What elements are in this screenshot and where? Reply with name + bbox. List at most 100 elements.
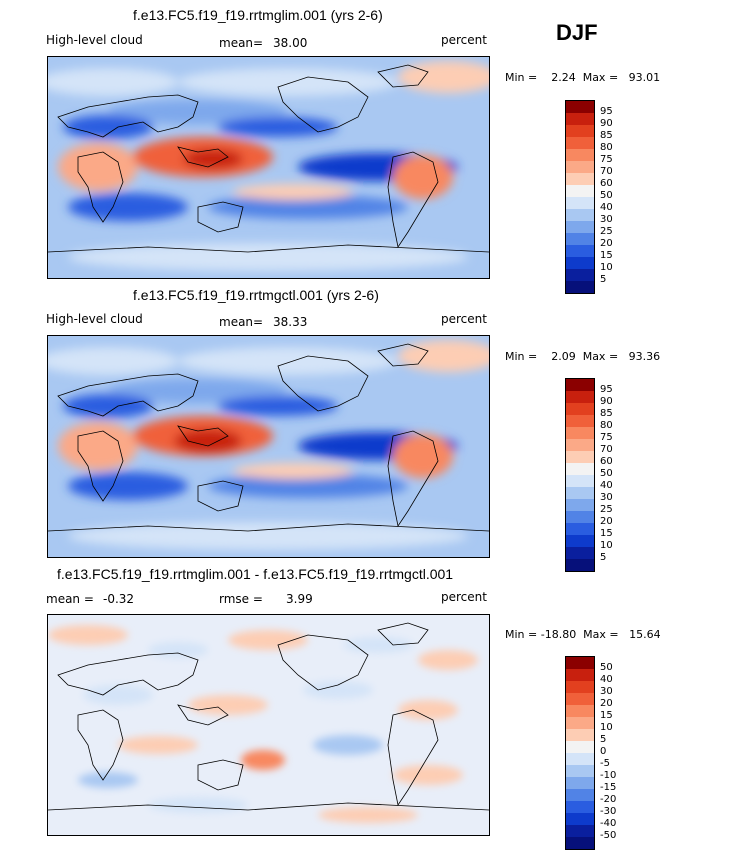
colorbar-label: 85 (600, 130, 613, 141)
colorbar-label: -10 (600, 770, 617, 781)
colorbar-label: 60 (600, 456, 613, 467)
panel-1-colorbar-swatch (566, 125, 594, 137)
colorbar-label: 0 (600, 746, 607, 757)
panel-3-colorbar-swatch (566, 813, 594, 825)
colorbar-label: 10 (600, 540, 613, 551)
panel-1-colorbar-swatch (566, 173, 594, 185)
colorbar-label: -15 (600, 782, 617, 793)
panel-3-colorbar-swatch (566, 681, 594, 693)
colorbar-label: 80 (600, 420, 613, 431)
panel-1-map (47, 56, 490, 279)
colorbar-label: 20 (600, 238, 613, 249)
panel-3-mean-value: -0.32 (103, 592, 135, 606)
panel-3-colorbar-swatch (566, 657, 594, 669)
panel-3-colorbar-swatch (566, 717, 594, 729)
panel-3-colorbar-labels: 50 40 30 20 15 10 5 0 -5 -10 -15 -20 -30… (600, 662, 616, 842)
panel-1-colorbar-swatch (566, 113, 594, 125)
colorbar-label: 15 (600, 710, 613, 721)
colorbar-label: 5 (600, 274, 607, 285)
panel-2-colorbar (565, 378, 595, 572)
colorbar-label: 70 (600, 166, 613, 177)
panel-1-variable: High-level cloud (46, 33, 143, 47)
panel-1-mean-label: mean= (219, 36, 264, 50)
colorbar-label: 10 (600, 262, 613, 273)
panel-3-colorbar-swatch (566, 777, 594, 789)
panel-3-colorbar-swatch (566, 801, 594, 813)
panel-2-mean-value: 38.33 (273, 315, 308, 329)
colorbar-label: 75 (600, 154, 613, 165)
panel-3-colorbar-swatch (566, 669, 594, 681)
panel-3-colorbar-swatch (566, 729, 594, 741)
panel-1-colorbar-swatch (566, 209, 594, 221)
panel-2-colorbar-swatch (566, 403, 594, 415)
colorbar-label: 5 (600, 734, 607, 745)
panel-2-mean-label: mean= (219, 315, 264, 329)
colorbar-label: -40 (600, 818, 617, 829)
panel-3-mean-label: mean = (46, 592, 94, 606)
colorbar-label: 15 (600, 250, 613, 261)
panel-2-colorbar-swatch (566, 451, 594, 463)
colorbar-label: 95 (600, 106, 613, 117)
panel-1-colorbar-swatch (566, 245, 594, 257)
colorbar-label: 30 (600, 686, 613, 697)
panel-1-title: f.e13.FC5.f19_f19.rrtmglim.001 (yrs 2-6) (133, 7, 383, 23)
colorbar-label: 25 (600, 226, 613, 237)
colorbar-label: 15 (600, 528, 613, 539)
panel-2-colorbar-swatch (566, 523, 594, 535)
colorbar-label: 25 (600, 504, 613, 515)
colorbar-label: 85 (600, 408, 613, 419)
colorbar-label: -20 (600, 794, 617, 805)
colorbar-label: -30 (600, 806, 617, 817)
colorbar-label: 40 (600, 674, 613, 685)
panel-2-colorbar-swatch (566, 535, 594, 547)
panel-1-colorbar-swatch (566, 101, 594, 113)
panel-1-colorbar-swatch (566, 149, 594, 161)
panel-3-colorbar-swatch (566, 837, 594, 849)
colorbar-label: 50 (600, 468, 613, 479)
panel-2-title: f.e13.FC5.f19_f19.rrtmgctl.001 (yrs 2-6) (133, 287, 379, 303)
panel-2-colorbar-swatch (566, 415, 594, 427)
panel-2-colorbar-labels: 95 90 85 80 75 70 60 50 40 30 25 20 15 1… (600, 384, 613, 564)
panel-2-colorbar-swatch (566, 475, 594, 487)
panel-1-colorbar-swatch (566, 137, 594, 149)
panel-3-rmse-value: 3.99 (286, 592, 313, 606)
panel-1-colorbar-swatch (566, 281, 594, 293)
panel-1-colorbar-swatch (566, 161, 594, 173)
panel-3-colorbar-swatch (566, 741, 594, 753)
panel-3-colorbar-swatch (566, 765, 594, 777)
panel-2-units: percent (441, 312, 487, 326)
colorbar-label: 30 (600, 492, 613, 503)
panel-1-colorbar-swatch (566, 197, 594, 209)
panel-1-units: percent (441, 33, 487, 47)
colorbar-label: 50 (600, 190, 613, 201)
colorbar-label: 80 (600, 142, 613, 153)
colorbar-label: 30 (600, 214, 613, 225)
panel-1-map-graphic (48, 57, 489, 278)
colorbar-label: 20 (600, 698, 613, 709)
colorbar-label: 75 (600, 432, 613, 443)
panel-3-title: f.e13.FC5.f19_f19.rrtmglim.001 - f.e13.F… (57, 566, 454, 582)
panel-3-colorbar-swatch (566, 825, 594, 837)
colorbar-label: 40 (600, 480, 613, 491)
colorbar-label: 95 (600, 384, 613, 395)
panel-1-mean-value: 38.00 (273, 36, 308, 50)
panel-2-colorbar-swatch (566, 559, 594, 571)
panel-3-rmse-label: rmse = (219, 592, 263, 606)
panel-3-minmax: Min = -18.80 Max = 15.64 (505, 628, 661, 641)
panel-3-units: percent (441, 590, 487, 604)
colorbar-label: 20 (600, 516, 613, 527)
panel-2-map (47, 335, 490, 558)
colorbar-label: 60 (600, 178, 613, 189)
panel-3-colorbar-swatch (566, 753, 594, 765)
colorbar-label: -50 (600, 830, 617, 841)
panel-1-colorbar-swatch (566, 269, 594, 281)
panel-3-colorbar-swatch (566, 693, 594, 705)
panel-1-minmax: Min = 2.24 Max = 93.01 (505, 71, 661, 84)
panel-2-colorbar-swatch (566, 511, 594, 523)
panel-2-colorbar-swatch (566, 547, 594, 559)
panel-3-colorbar-swatch (566, 705, 594, 717)
panel-2-colorbar-swatch (566, 499, 594, 511)
panel-3-map (47, 614, 490, 836)
panel-1-colorbar-swatch (566, 233, 594, 245)
panel-3-colorbar-swatch (566, 789, 594, 801)
